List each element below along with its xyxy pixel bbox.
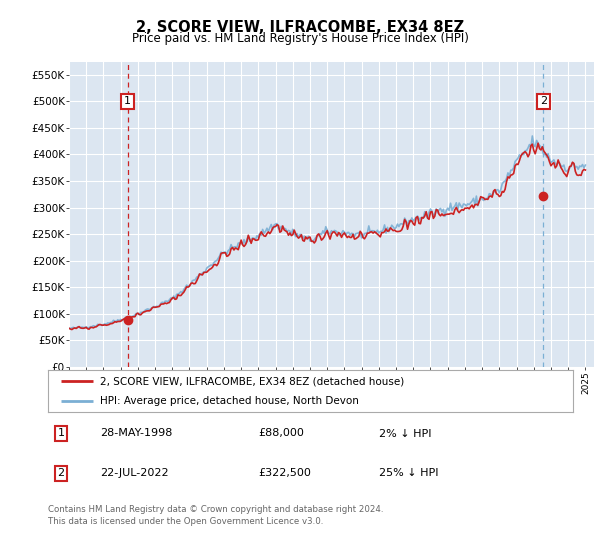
Text: 25% ↓ HPI: 25% ↓ HPI — [379, 468, 438, 478]
Text: HPI: Average price, detached house, North Devon: HPI: Average price, detached house, Nort… — [101, 396, 359, 406]
Text: 2: 2 — [58, 468, 65, 478]
Text: Price paid vs. HM Land Registry's House Price Index (HPI): Price paid vs. HM Land Registry's House … — [131, 32, 469, 45]
Text: 22-JUL-2022: 22-JUL-2022 — [101, 468, 169, 478]
Text: 2% ↓ HPI: 2% ↓ HPI — [379, 428, 431, 438]
Text: 2, SCORE VIEW, ILFRACOMBE, EX34 8EZ (detached house): 2, SCORE VIEW, ILFRACOMBE, EX34 8EZ (det… — [101, 376, 405, 386]
Text: 28-MAY-1998: 28-MAY-1998 — [101, 428, 173, 438]
Text: Contains HM Land Registry data © Crown copyright and database right 2024.
This d: Contains HM Land Registry data © Crown c… — [48, 505, 383, 526]
Text: 2: 2 — [539, 96, 547, 106]
Text: 1: 1 — [124, 96, 131, 106]
Text: 2, SCORE VIEW, ILFRACOMBE, EX34 8EZ: 2, SCORE VIEW, ILFRACOMBE, EX34 8EZ — [136, 20, 464, 35]
Text: £322,500: £322,500 — [258, 468, 311, 478]
Text: 1: 1 — [58, 428, 65, 438]
Text: £88,000: £88,000 — [258, 428, 304, 438]
